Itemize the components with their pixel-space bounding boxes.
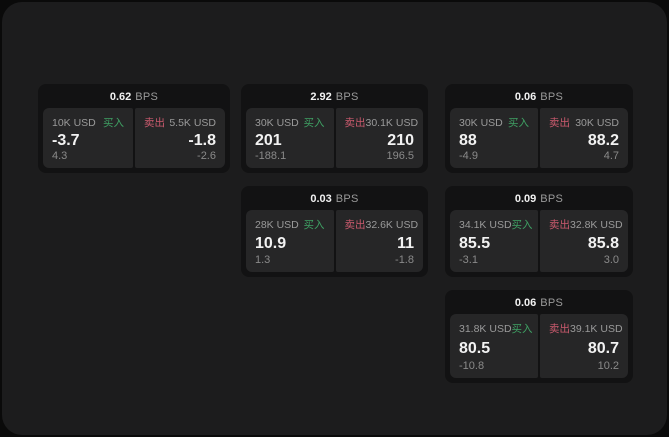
sell-change: -2.6 xyxy=(197,150,216,162)
buy-change: 4.3 xyxy=(52,150,68,162)
sell-side-label: 卖出 xyxy=(144,117,165,129)
buy-price: 10.9 xyxy=(255,234,287,252)
sell-side-label: 卖出 xyxy=(344,117,366,129)
quote-panels: 30K USD 买入 201 -188.1 卖出 30.1K USD 210 1… xyxy=(246,108,423,168)
spread-header: 0.06 BPS xyxy=(450,89,628,106)
quote-panels: 31.8K USD 买入 80.5 -10.8 卖出 39.1K USD 80.… xyxy=(450,314,628,378)
sell-amount: 30.1K USD xyxy=(365,117,419,129)
sell-price: 85.8 xyxy=(587,234,619,252)
quote-card[interactable]: 0.09 BPS 34.1K USD 买入 85.5 -3.1 卖出 32.8K … xyxy=(445,186,633,277)
buy-panel[interactable]: 34.1K USD 买入 85.5 -3.1 xyxy=(450,210,538,272)
buy-change: 1.3 xyxy=(255,254,271,266)
buy-change: -4.9 xyxy=(459,150,478,162)
buy-change: -3.1 xyxy=(459,254,478,266)
spread-value: 2.92 xyxy=(310,91,332,103)
spread-value: 0.06 xyxy=(514,91,537,103)
spread-unit: BPS xyxy=(540,91,564,103)
sell-change: 3.0 xyxy=(603,254,619,266)
buy-side-label: 买入 xyxy=(103,117,124,129)
spread-value: 0.06 xyxy=(514,297,537,309)
sell-panel[interactable]: 卖出 32.6K USD 11 -1.8 xyxy=(335,210,423,272)
spread-header: 0.06 BPS xyxy=(450,295,628,312)
sell-change: 196.5 xyxy=(386,150,414,162)
buy-price: 85.5 xyxy=(459,234,491,252)
buy-price: 80.5 xyxy=(459,339,491,357)
quote-card[interactable]: 0.03 BPS 28K USD 买入 10.9 1.3 卖出 32.6K USD… xyxy=(241,186,428,277)
sell-price: 88.2 xyxy=(587,131,619,149)
sell-change: 10.2 xyxy=(597,360,619,372)
buy-panel[interactable]: 30K USD 买入 201 -188.1 xyxy=(246,108,334,168)
quote-card[interactable]: 2.92 BPS 30K USD 买入 201 -188.1 卖出 30.1K U… xyxy=(241,84,428,173)
buy-amount: 10K USD xyxy=(52,117,96,129)
buy-side-label: 买入 xyxy=(511,219,533,231)
spread-header: 0.62 BPS xyxy=(43,89,225,106)
sell-side-label: 卖出 xyxy=(549,323,570,335)
spread-value: 0.62 xyxy=(109,91,132,103)
spread-header: 0.03 BPS xyxy=(246,191,423,208)
spread-unit: BPS xyxy=(335,193,359,205)
sell-amount: 32.8K USD xyxy=(570,219,623,231)
spread-unit: BPS xyxy=(540,193,564,205)
buy-amount: 31.8K USD xyxy=(459,323,512,335)
sell-amount: 32.6K USD xyxy=(365,219,419,231)
buy-side-label: 买入 xyxy=(303,117,325,129)
sell-panel[interactable]: 卖出 30.1K USD 210 196.5 xyxy=(335,108,423,168)
buy-panel[interactable]: 31.8K USD 买入 80.5 -10.8 xyxy=(450,314,538,378)
spread-value: 0.09 xyxy=(514,193,537,205)
sell-amount: 5.5K USD xyxy=(169,117,216,129)
sell-panel[interactable]: 卖出 5.5K USD -1.8 -2.6 xyxy=(135,108,225,168)
spread-unit: BPS xyxy=(135,91,159,103)
buy-side-label: 买入 xyxy=(303,219,325,231)
sell-price: -1.8 xyxy=(188,131,216,149)
sell-amount: 39.1K USD xyxy=(570,323,623,335)
spread-unit: BPS xyxy=(540,297,564,309)
sell-price: 210 xyxy=(387,131,414,149)
sell-price: 11 xyxy=(397,234,414,252)
buy-side-label: 买入 xyxy=(508,117,529,129)
sell-panel[interactable]: 卖出 39.1K USD 80.7 10.2 xyxy=(540,314,628,378)
sell-price: 80.7 xyxy=(587,339,619,357)
sell-amount: 30K USD xyxy=(575,117,619,129)
sell-side-label: 卖出 xyxy=(549,117,570,129)
quote-panels: 10K USD 买入 -3.7 4.3 卖出 5.5K USD -1.8 -2.… xyxy=(43,108,225,168)
quote-panels: 28K USD 买入 10.9 1.3 卖出 32.6K USD 11 -1.8 xyxy=(246,210,423,272)
buy-panel[interactable]: 10K USD 买入 -3.7 4.3 xyxy=(43,108,133,168)
buy-price: -3.7 xyxy=(52,131,80,149)
spread-header: 0.09 BPS xyxy=(450,191,628,208)
quote-panels: 30K USD 买入 88 -4.9 卖出 30K USD 88.2 4.7 xyxy=(450,108,628,168)
spread-unit: BPS xyxy=(335,91,359,103)
buy-amount: 34.1K USD xyxy=(459,219,512,231)
buy-price: 88 xyxy=(459,131,477,149)
spread-value: 0.03 xyxy=(310,193,332,205)
sell-side-label: 卖出 xyxy=(344,219,366,231)
buy-amount: 30K USD xyxy=(459,117,503,129)
buy-amount: 28K USD xyxy=(255,219,299,231)
sell-panel[interactable]: 卖出 32.8K USD 85.8 3.0 xyxy=(540,210,628,272)
buy-amount: 30K USD xyxy=(255,117,299,129)
sell-change: -1.8 xyxy=(395,254,414,266)
buy-panel[interactable]: 28K USD 买入 10.9 1.3 xyxy=(246,210,334,272)
buy-panel[interactable]: 30K USD 买入 88 -4.9 xyxy=(450,108,538,168)
quote-card[interactable]: 0.06 BPS 30K USD 买入 88 -4.9 卖出 30K USD 88… xyxy=(445,84,633,173)
sell-change: 4.7 xyxy=(603,150,619,162)
buy-change: -10.8 xyxy=(459,360,485,372)
sell-panel[interactable]: 卖出 30K USD 88.2 4.7 xyxy=(540,108,628,168)
buy-price: 201 xyxy=(255,131,282,149)
buy-change: -188.1 xyxy=(255,150,287,162)
quote-panels: 34.1K USD 买入 85.5 -3.1 卖出 32.8K USD 85.8… xyxy=(450,210,628,272)
buy-side-label: 买入 xyxy=(511,323,533,335)
spread-header: 2.92 BPS xyxy=(246,89,423,106)
sell-side-label: 卖出 xyxy=(549,219,570,231)
quote-card[interactable]: 0.62 BPS 10K USD 买入 -3.7 4.3 卖出 5.5K USD … xyxy=(38,84,230,173)
quote-card[interactable]: 0.06 BPS 31.8K USD 买入 80.5 -10.8 卖出 39.1K… xyxy=(445,290,633,383)
